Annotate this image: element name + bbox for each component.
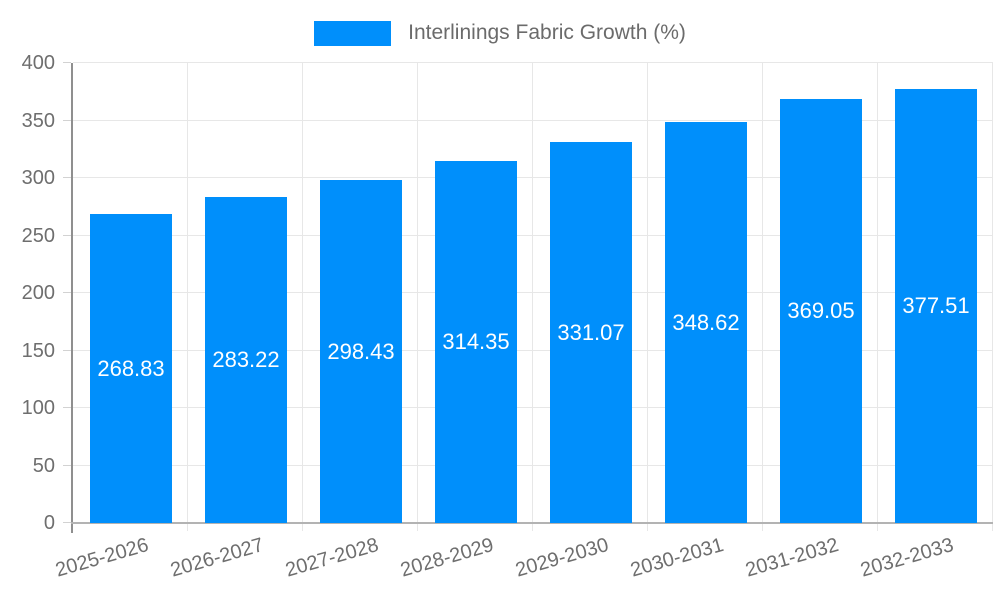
gridline-h <box>73 62 993 64</box>
gridline-h <box>73 119 993 121</box>
bar-value-label: 298.43 <box>327 338 395 364</box>
y-tick-mark <box>63 464 71 466</box>
bar-value-label: 314.35 <box>442 329 510 354</box>
gridline-v <box>187 63 188 531</box>
legend-label: Interlinings Fabric Growth (%) <box>408 21 686 44</box>
y-tick-mark <box>63 62 71 64</box>
bar[interactable]: 314.35 <box>435 161 517 523</box>
bar-value-label: 377.51 <box>902 293 970 318</box>
bar[interactable]: 348.62 <box>665 122 747 523</box>
bar-value-label: 331.07 <box>557 319 625 345</box>
gridline-v <box>992 63 993 531</box>
gridline-h <box>73 407 993 408</box>
gridline-v <box>762 63 763 531</box>
y-tick-label: 50 <box>32 454 55 477</box>
gridline-h <box>73 349 993 351</box>
y-tick-mark <box>63 349 71 351</box>
y-tick-label: 250 <box>21 224 55 247</box>
bar-value-label: 348.62 <box>672 309 740 335</box>
gridline-v <box>877 63 878 531</box>
bar[interactable]: 377.51 <box>895 89 977 523</box>
bar-value-label: 369.05 <box>787 298 855 323</box>
bar-value-label: 268.83 <box>97 355 165 381</box>
y-tick-label: 150 <box>21 339 55 362</box>
y-tick-label: 400 <box>21 52 55 74</box>
y-tick-mark <box>63 407 71 408</box>
gridline-v <box>532 63 533 531</box>
y-tick-label: 100 <box>21 397 55 419</box>
y-tick-mark <box>63 292 71 293</box>
y-tick-mark <box>63 119 71 121</box>
y-tick-mark <box>63 234 71 236</box>
bar[interactable]: 298.43 <box>320 180 402 523</box>
x-axis-line <box>71 522 993 524</box>
bar-value-label: 283.22 <box>212 347 280 372</box>
gridline-h <box>73 234 993 236</box>
y-tick-label: 200 <box>21 282 55 304</box>
gridline-h <box>73 292 993 293</box>
bar[interactable]: 369.05 <box>780 99 862 523</box>
gridline-h <box>73 464 993 466</box>
gridline-h <box>73 177 993 178</box>
bar[interactable]: 283.22 <box>205 197 287 523</box>
y-tick-mark <box>63 522 71 523</box>
legend[interactable]: Interlinings Fabric Growth (%) <box>0 15 1000 51</box>
plot-area: 268.83 283.22 298.43 314.35 331.07 348.62 369.… <box>63 62 993 533</box>
y-tick-label: 0 <box>43 512 55 534</box>
legend-swatch <box>314 20 392 46</box>
gridline-v <box>647 63 648 531</box>
y-tick-label: 350 <box>21 109 55 132</box>
y-tick-label: 300 <box>21 167 55 189</box>
bar[interactable]: 268.83 <box>90 214 172 523</box>
y-tick-mark <box>63 177 71 178</box>
bar[interactable]: 331.07 <box>550 142 632 523</box>
gridline-v <box>302 63 303 531</box>
gridline-v <box>417 63 418 531</box>
y-axis-line <box>71 63 73 533</box>
